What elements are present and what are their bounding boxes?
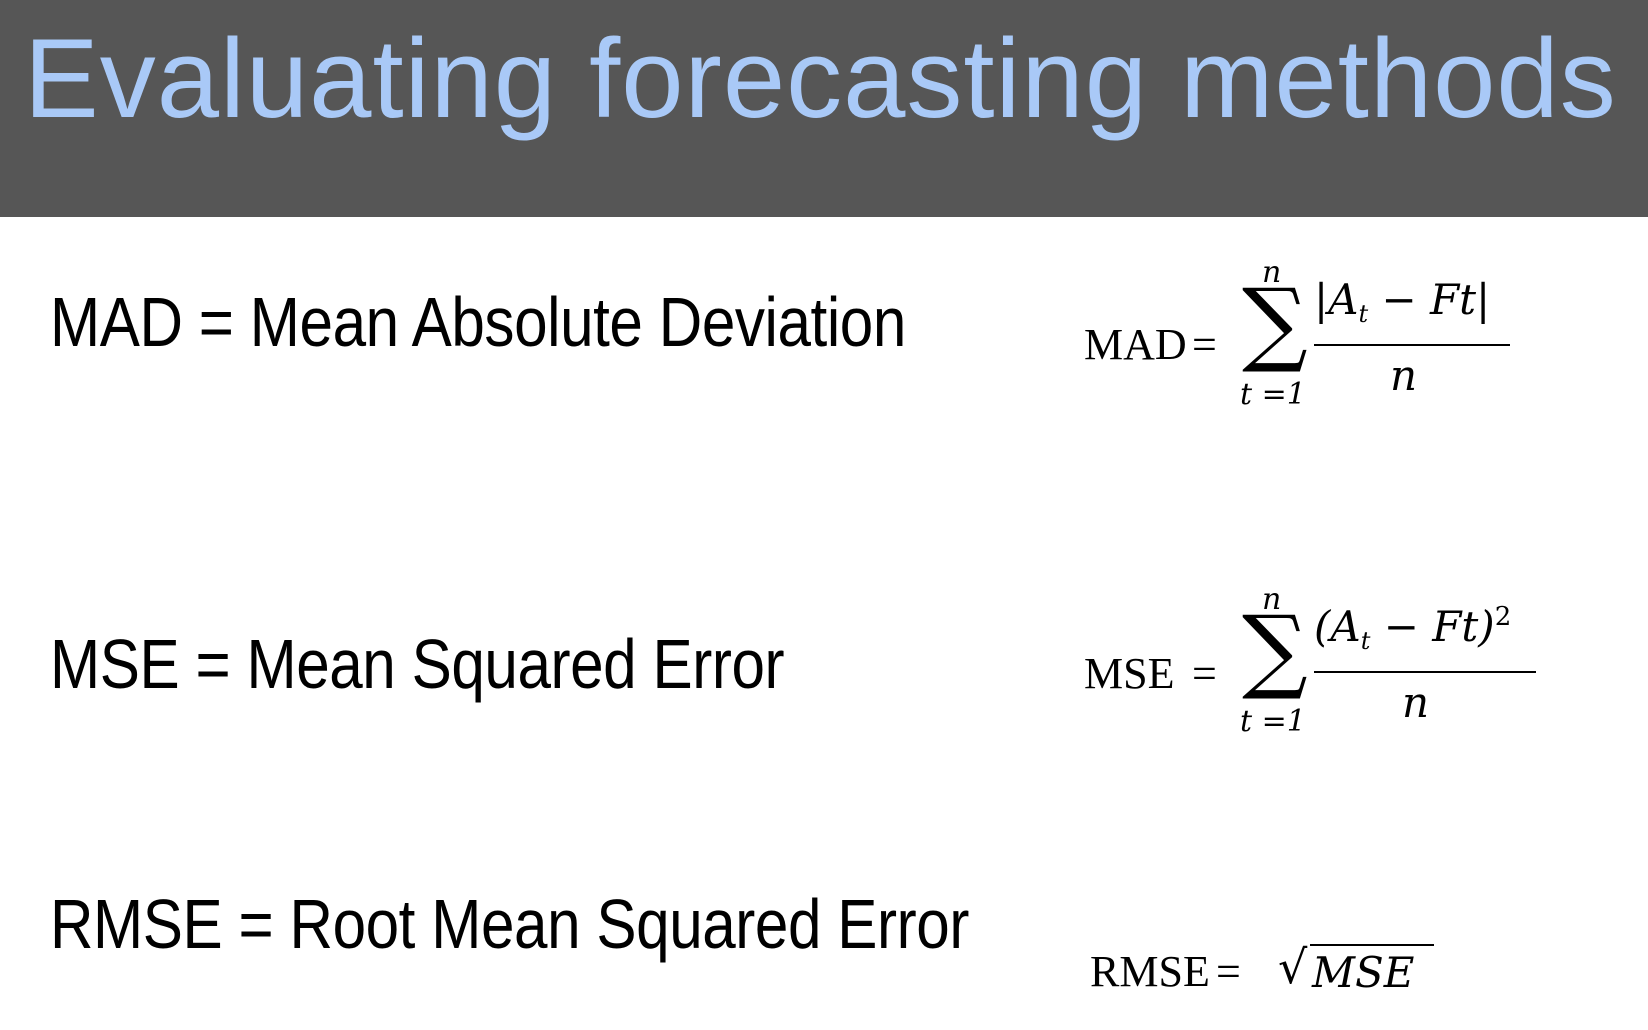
mad-lower-limit: t =1 xyxy=(1240,377,1306,412)
mse-lhs: MSE xyxy=(1084,649,1175,698)
rmse-radicand: MSE xyxy=(1312,948,1415,997)
mse-lower-limit: t =1 xyxy=(1240,704,1306,739)
mad-lhs: MAD xyxy=(1084,320,1187,369)
mse-fraction-bar xyxy=(1314,671,1536,673)
formula-rmse: RMSE = √ MSE xyxy=(1086,938,1434,1008)
mad-fraction-bar xyxy=(1314,344,1510,346)
mad-sigma-icon: ∑ xyxy=(1242,269,1308,376)
mad-numerator: |At − Ft| xyxy=(1314,275,1491,328)
sqrt-overline xyxy=(1310,944,1434,946)
mad-upper-limit: n xyxy=(1262,255,1282,290)
definition-rmse: RMSE = Root Mean Squared Error xyxy=(50,885,969,963)
mse-denominator: n xyxy=(1402,678,1430,727)
sqrt-icon: √ xyxy=(1278,940,1308,994)
slide-title: Evaluating forecasting methods xyxy=(24,16,1617,141)
definition-mad: MAD = Mean Absolute Deviation xyxy=(50,283,906,361)
formula-mad: MAD = n ∑ t =1 |At − Ft| n xyxy=(1080,255,1520,425)
mse-upper-limit: n xyxy=(1262,582,1282,617)
mad-equals: = xyxy=(1192,320,1217,369)
mse-equals: = xyxy=(1192,649,1217,698)
formula-mse: MSE = n ∑ t =1 (At − Ft)2 n xyxy=(1080,582,1540,752)
rmse-lhs: RMSE xyxy=(1090,947,1210,996)
mse-numerator: (At − Ft)2 xyxy=(1314,602,1512,655)
mse-sigma-icon: ∑ xyxy=(1242,596,1308,703)
mad-denominator: n xyxy=(1390,351,1418,400)
title-bar: Evaluating forecasting methods xyxy=(0,0,1648,217)
rmse-equals: = xyxy=(1216,947,1241,996)
definition-mse: MSE = Mean Squared Error xyxy=(50,625,785,703)
